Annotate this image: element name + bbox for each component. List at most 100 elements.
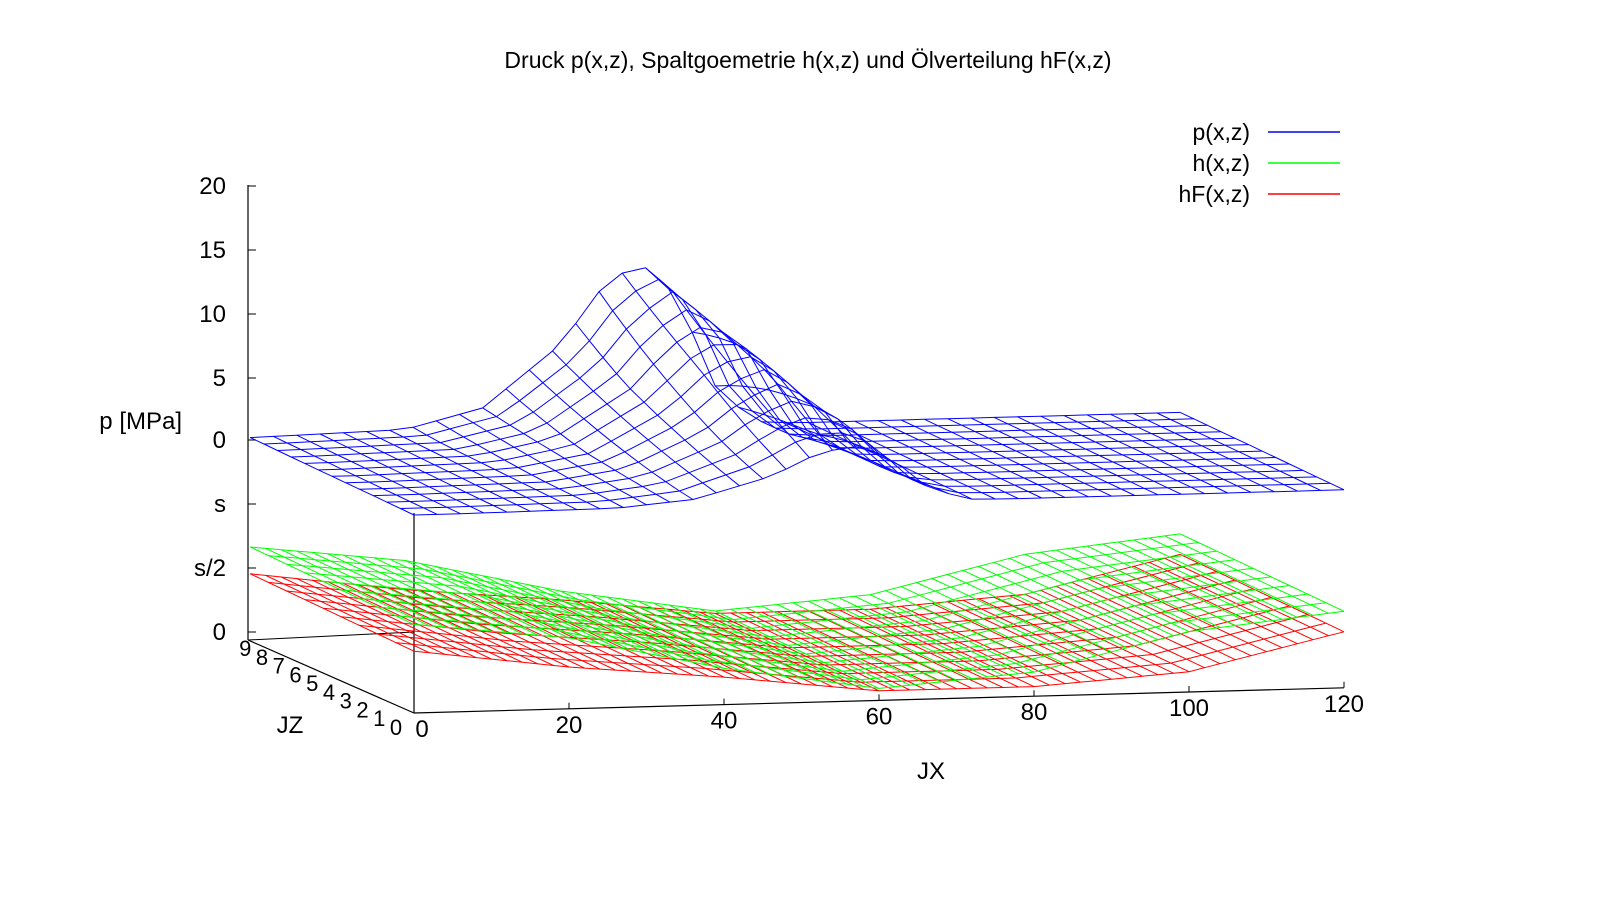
surface-h-gridline-z [838,597,1004,676]
z-axis-label: p [MPa] [99,408,182,435]
y-tick-label: 4 [323,680,335,705]
surface-hF-gridline-z [730,612,895,691]
surface-hF-gridline-z [668,608,833,688]
surface-h-gridline-z [776,604,942,683]
legend-label: hF(x,z) [1178,181,1250,207]
z-tick-label: 10 [199,301,226,328]
surface-h-gridline-z [621,598,787,677]
back-base-edge [247,631,415,641]
surface-h-gridline-z [1009,557,1174,637]
surface-hF-gridline-z [249,573,415,652]
surface-hF-gridline-z [606,603,771,682]
surface-p-gridline-z [342,432,508,513]
z-tick-label: s [214,491,226,518]
surface-hF-gridline-z [1164,557,1329,637]
surface-h-gridline-z [1040,551,1205,631]
surface-h-gridline-z [544,587,709,666]
surface-hF-gridline-z [482,594,647,673]
y-tick-label: 5 [306,671,318,696]
y-tick-label: 8 [256,645,268,670]
surface-hF-gridline-z [358,584,523,663]
surface-h-gridline-z [1071,547,1236,626]
z-tick-label: 0 [213,427,226,454]
surface-p-gridline-x [291,309,1222,458]
y-tick-label: 0 [390,715,402,740]
surface-h-gridline-z [420,563,585,642]
surface-p-gridline-z [249,437,415,516]
surface-h-gridline-z [404,560,570,639]
y-tick-label: 7 [273,654,285,679]
surface-h-gridline-z [761,605,926,684]
surface-h-gridline-z [652,602,818,681]
surface-h-gridline-z [1164,535,1329,614]
legend-label: p(x,z) [1193,119,1251,145]
surface-p-gridline-z [552,350,717,494]
surface-p-gridline-z [1086,414,1252,493]
surface-p-gridline-z [505,388,671,503]
surface-p-gridline-z [1133,413,1298,492]
x-tick-label: 0 [415,716,428,743]
surface-hF-gridline-z [978,598,1143,677]
y-axis-label: JZ [277,712,304,739]
surface-h-gridline-z [435,566,601,645]
surface-p-gridline-z [459,413,624,508]
surface-h-gridline-z [482,575,647,654]
surface-p-gridline-z [900,419,1066,498]
surface-hF-gridline-z [265,574,430,654]
surface-hF-gridline-z [327,581,492,660]
surface-hF-gridline-z [931,602,1097,682]
surface-h-gridline-z [714,610,880,689]
surface-h-gridline-z [559,590,725,669]
surface-hF-gridline-z [1055,585,1221,665]
surface-h-gridline-z [1148,537,1314,616]
z-tick-label: 20 [199,173,226,200]
surface-h-gridline-z [249,546,415,625]
surface-hF-gridline-z [1102,573,1267,653]
x-tick-label: 100 [1169,695,1209,722]
surface-p-gridline-z [389,429,554,511]
surface-p-gridline-z [598,291,764,480]
surface-hF-gridline-z [1179,553,1345,633]
surface-p-gridline-z [1017,416,1182,495]
surface-hF-gridline-z [280,576,446,655]
surface-h-gridline-z [296,550,461,629]
y-tick-label: 6 [289,662,301,687]
surface-h-gridline-z [466,572,632,651]
surface-h [249,533,1345,689]
y-tick-label: 1 [373,706,385,731]
surface-hF-gridline-z [373,586,539,665]
surface-h-gridline-z [807,600,973,680]
x-axis-ticks: 0 20 40 60 80 100 120 [413,681,1364,743]
surface-hF-gridline-z [869,608,1035,688]
surface-hF-gridline-z [342,582,508,662]
surface-h-gridline-z [745,607,911,686]
surface-p-gridline-z [784,422,949,495]
surface-hF-gridline-z [962,599,1128,679]
surface-hF-gridline-z [404,589,570,668]
surface-h-gridline-z [869,594,1035,673]
surface-hF-gridline-z [947,601,1112,680]
surface-hF-gridline-z [311,579,477,659]
surface-hF-gridline-z [1040,589,1205,669]
surface-h-gridline-z [637,600,802,679]
surface-h-gridline-z [916,582,1081,661]
x-axis-label: JX [917,758,945,785]
surfaces [249,267,1345,692]
surface-h-gridline-z [1133,539,1298,618]
surface-h-gridline-z [327,553,492,632]
y-tick-label: 2 [356,697,368,722]
surface-h-gridline-z [885,590,1050,669]
surface-p-gridline-z [528,369,694,500]
surface-h-gridline-z [730,608,895,688]
y-tick-label: 9 [239,636,251,661]
surface-h-gridline-z [900,586,1066,665]
surface-p-gridline-z [412,426,578,511]
surface-hF-gridline-z [420,590,585,669]
surface-hF-gridline-z [1133,565,1298,645]
surface-p-gridline-z [1110,413,1275,493]
surface-h-gridline-z [683,606,849,685]
surface-hF-gridline-z [621,604,787,684]
surface-h-gridline-z [1086,545,1252,624]
